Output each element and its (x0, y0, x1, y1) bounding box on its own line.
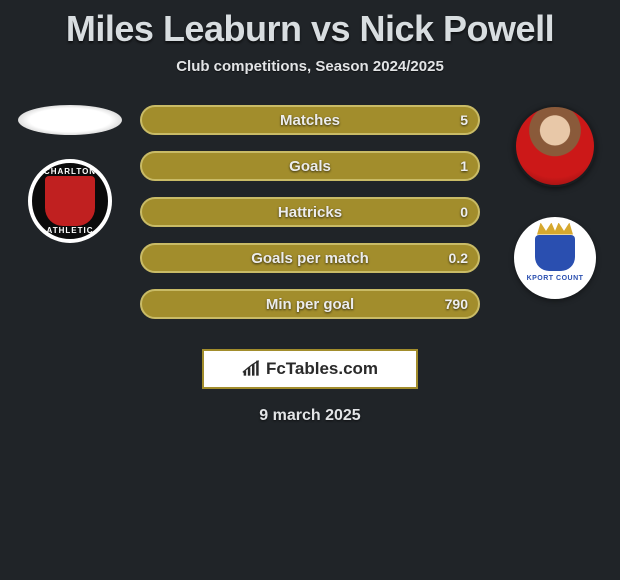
stat-row: Goals 1 (140, 151, 480, 181)
right-player-avatar (514, 105, 596, 187)
stat-right-value: 5 (460, 112, 468, 128)
stat-row: Matches 5 (140, 105, 480, 135)
stat-right-value: 790 (445, 296, 468, 312)
date-text: 9 march 2025 (0, 407, 620, 425)
page-title: Miles Leaburn vs Nick Powell (0, 0, 620, 50)
right-club-badge: KPORT COUNT (514, 217, 596, 299)
stat-row: Hattricks 0 (140, 197, 480, 227)
comparison-panel: CHARLTON ATHLETIC Matches 5 Goals 1 Hatt… (0, 105, 620, 335)
stat-right-value: 0 (460, 204, 468, 220)
brand-text: FcTables.com (266, 359, 378, 379)
brand-box[interactable]: FcTables.com (202, 349, 418, 389)
stat-label: Matches (142, 112, 478, 129)
left-player-column: CHARLTON ATHLETIC (10, 105, 130, 243)
right-club-badge-text: KPORT COUNT (527, 275, 584, 282)
stat-label: Goals per match (142, 250, 478, 267)
stat-bars: Matches 5 Goals 1 Hattricks 0 Goals per … (140, 105, 480, 335)
stat-row: Goals per match 0.2 (140, 243, 480, 273)
stat-right-value: 1 (460, 158, 468, 174)
subtitle: Club competitions, Season 2024/2025 (0, 58, 620, 75)
stat-row: Min per goal 790 (140, 289, 480, 319)
left-club-badge-text-bottom: ATHLETIC (32, 226, 108, 235)
stat-right-value: 0.2 (449, 250, 468, 266)
left-club-badge-text-top: CHARLTON (32, 167, 108, 176)
stat-label: Min per goal (142, 296, 478, 313)
stat-label: Hattricks (142, 204, 478, 221)
bar-chart-icon (242, 360, 262, 378)
stat-label: Goals (142, 158, 478, 175)
right-player-column: KPORT COUNT (500, 105, 610, 299)
left-player-avatar (18, 105, 122, 135)
left-club-badge: CHARLTON ATHLETIC (28, 159, 112, 243)
